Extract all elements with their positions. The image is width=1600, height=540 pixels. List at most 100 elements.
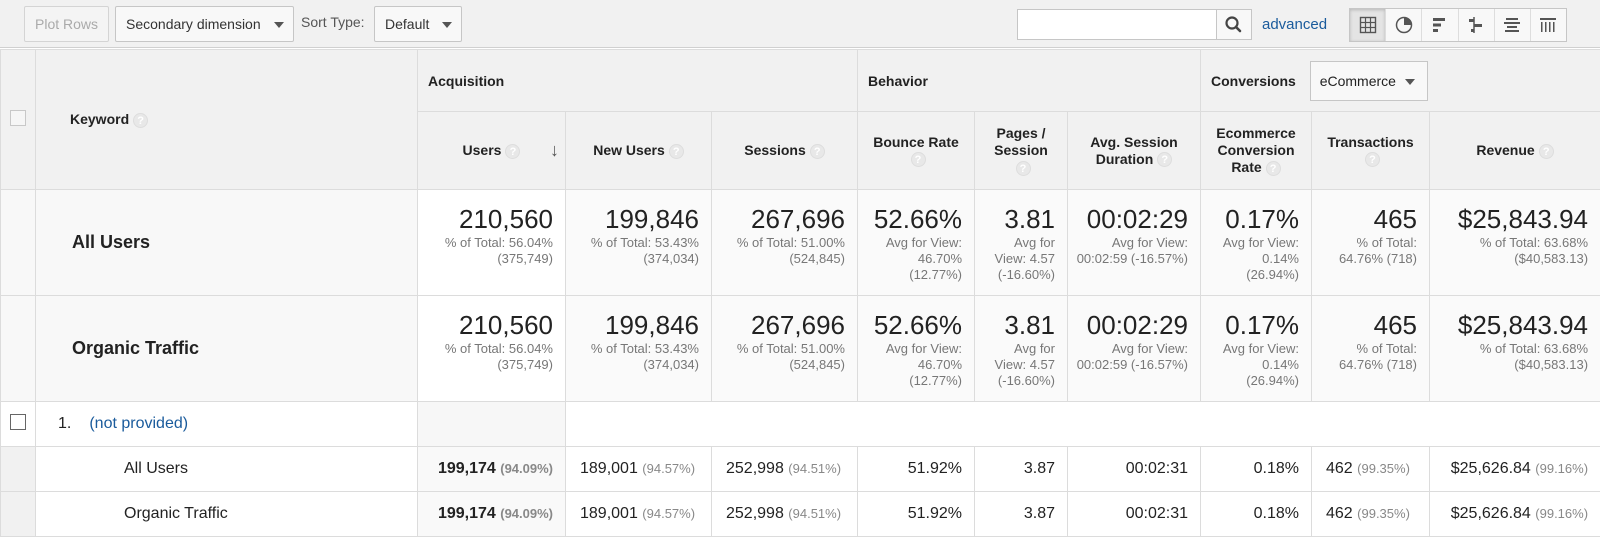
- row-spacer: [0, 189, 36, 296]
- view-type-toggle: [1349, 8, 1567, 42]
- table-row: Organic Traffic 199,174 (94.09%) 189,001…: [0, 491, 1600, 537]
- help-icon[interactable]: ?: [133, 112, 149, 128]
- cell-value: 189,001: [580, 460, 638, 477]
- plot-rows-button[interactable]: Plot Rows: [24, 6, 110, 42]
- avg-duration-cell: 00:02:31: [1067, 446, 1201, 492]
- cell-percent: (99.16%): [1535, 506, 1589, 521]
- pages-session-cell: 3.87: [974, 491, 1068, 537]
- new-users-summary: 199,846% of Total: 53.43% (374,034): [565, 189, 712, 296]
- sessions-summary: 267,696% of Total: 51.00% (524,845): [711, 189, 858, 296]
- cell-percent: (99.35%): [1357, 461, 1410, 476]
- new-users-summary: 199,846% of Total: 53.43% (374,034): [565, 295, 712, 402]
- users-summary: 210,560% of Total: 56.04% (375,749): [417, 189, 566, 296]
- summary-value: 00:02:29: [1086, 310, 1188, 340]
- conversions-goal-dropdown[interactable]: eCommerce: [1309, 60, 1428, 101]
- comparison-view-button[interactable]: [1459, 9, 1495, 41]
- segment-summary-row: Organic Traffic 210,560% of Total: 56.04…: [0, 295, 1600, 402]
- help-icon[interactable]: ?: [1015, 160, 1031, 176]
- cell-value: 252,998: [726, 460, 784, 477]
- table-view-icon: [1359, 16, 1376, 34]
- sessions-column-header[interactable]: Sessions?: [711, 111, 858, 190]
- revenue-summary: $25,843.94% of Total: 63.68% ($40,583.13…: [1428, 295, 1600, 402]
- avg-duration-header-label: Avg. Session Duration: [1090, 133, 1178, 167]
- summary-value: 210,560: [459, 310, 553, 340]
- pages-session-summary: 3.81 Avg for View: 4.57 (-16.60%): [974, 295, 1068, 402]
- conversion-rate-column-header[interactable]: Ecommerce Conversion Rate?: [1200, 111, 1312, 190]
- bounce-rate-cell: 51.92%: [857, 491, 975, 537]
- users-column-header[interactable]: Users? ↓: [417, 111, 566, 190]
- sort-type-dropdown[interactable]: Default: [374, 6, 462, 42]
- row-spacer: [0, 295, 36, 402]
- help-icon[interactable]: ?: [1538, 143, 1554, 159]
- row-spacer: [0, 446, 36, 492]
- behavior-group-header: Behavior: [857, 49, 1201, 112]
- select-all-checkbox[interactable]: [10, 110, 26, 126]
- table-search-input[interactable]: [1017, 9, 1217, 40]
- bar-view-icon: [1432, 18, 1445, 32]
- summary-value: 267,696: [751, 204, 845, 234]
- revenue-column-header[interactable]: Revenue?: [1428, 111, 1600, 190]
- summary-detail: Avg for View: 46.70% (12.77%): [885, 235, 962, 282]
- revenue-cell: $25,626.84 (99.16%): [1428, 491, 1600, 537]
- pages-session-header-label: Pages / Session: [994, 125, 1048, 158]
- conversions-group-header: Conversions eCommerce: [1199, 49, 1600, 112]
- summary-value: 0.17%: [1225, 204, 1299, 234]
- pages-session-column-header[interactable]: Pages / Session ?: [974, 111, 1068, 190]
- row-checkbox[interactable]: [10, 413, 26, 430]
- transactions-header-label: Transactions: [1327, 133, 1414, 150]
- cell-value: 462: [1326, 505, 1353, 522]
- search-button[interactable]: [1216, 9, 1252, 40]
- cell-percent: (94.51%): [788, 506, 842, 521]
- summary-detail: % of Total: 63.68% ($40,583.13): [1479, 235, 1589, 266]
- conversion-rate-summary: 0.17% Avg for View: 0.14% (26.94%): [1200, 295, 1312, 402]
- summary-value: 267,696: [751, 310, 845, 340]
- acquisition-label: Acquisition: [428, 72, 505, 89]
- summary-value: 0.17%: [1225, 310, 1299, 340]
- new-users-column-header[interactable]: New Users?: [565, 111, 712, 190]
- cell-value: 252,998: [726, 505, 784, 522]
- bar-view-button[interactable]: [1422, 9, 1459, 41]
- secondary-dimension-dropdown[interactable]: Secondary dimension: [115, 6, 294, 42]
- bounce-rate-column-header[interactable]: Bounce Rate ?: [857, 111, 975, 190]
- pie-view-button[interactable]: [1386, 9, 1423, 41]
- pivot-view-button[interactable]: [1531, 9, 1566, 41]
- cell-percent: (94.09%): [500, 506, 553, 521]
- summary-value: 52.66%: [873, 204, 962, 234]
- keyword-link[interactable]: (not provided): [89, 415, 189, 432]
- summary-value: 199,846: [605, 310, 699, 340]
- avg-duration-column-header[interactable]: Avg. Session Duration?: [1067, 111, 1201, 190]
- summary-value: 3.81: [1004, 204, 1055, 234]
- help-icon[interactable]: ?: [1365, 152, 1380, 168]
- table-view-button[interactable]: [1350, 9, 1387, 41]
- segment-summary-row: All Users 210,560% of Total: 56.04% (375…: [0, 189, 1600, 296]
- users-cell: 199,174 (94.09%): [417, 446, 566, 492]
- advanced-filter-link[interactable]: advanced: [1262, 16, 1328, 33]
- help-icon[interactable]: ?: [1157, 152, 1173, 168]
- help-icon[interactable]: ?: [809, 143, 825, 159]
- help-icon[interactable]: ?: [668, 143, 684, 159]
- summary-value: $25,843.94: [1457, 310, 1589, 340]
- cell-percent: (94.51%): [788, 461, 842, 476]
- help-icon[interactable]: ?: [910, 152, 926, 168]
- cell-value: 199,174: [437, 460, 496, 477]
- summary-detail: % of Total: 64.76% (718): [1338, 235, 1417, 266]
- summary-value: 00:02:29: [1086, 204, 1188, 234]
- pie-view-icon: [1395, 16, 1412, 34]
- keyword-cell: 1. (not provided): [35, 401, 418, 447]
- transactions-column-header[interactable]: Transactions ?: [1311, 111, 1430, 190]
- help-icon[interactable]: ?: [505, 143, 521, 159]
- pages-session-cell: 3.87: [974, 446, 1068, 492]
- summary-detail: % of Total: 53.43% (374,034): [590, 235, 699, 266]
- avg-duration-summary: 00:02:29 Avg for View: 00:02:59 (-16.57%): [1067, 189, 1201, 296]
- conversions-goal-value: eCommerce: [1319, 72, 1396, 89]
- summary-detail: % of Total: 56.04% (375,749): [444, 235, 553, 266]
- keyword-column-header[interactable]: Keyword?: [35, 49, 418, 190]
- term-cloud-view-button[interactable]: [1495, 9, 1531, 41]
- bounce-rate-cell: 51.92%: [857, 446, 975, 492]
- cell-value: 462: [1326, 460, 1353, 477]
- help-icon[interactable]: ?: [1265, 160, 1281, 176]
- cell-percent: (94.57%): [642, 506, 696, 521]
- chevron-down-icon: [442, 22, 452, 28]
- summary-value: $25,843.94: [1457, 204, 1589, 234]
- bounce-rate-header-label: Bounce Rate: [873, 133, 959, 150]
